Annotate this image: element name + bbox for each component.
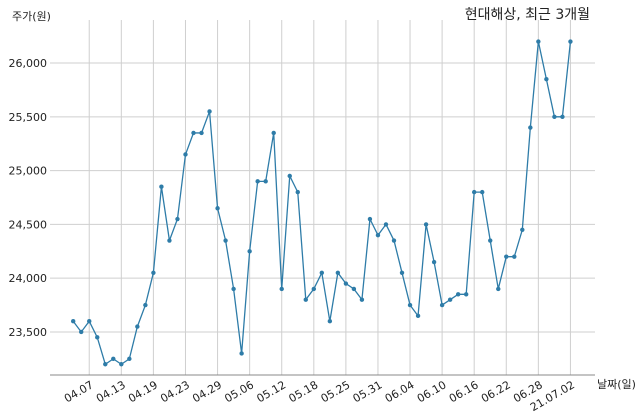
data-point bbox=[335, 270, 341, 275]
data-point bbox=[255, 179, 260, 184]
y-tick-label: 25,500 bbox=[9, 111, 48, 124]
data-point bbox=[327, 319, 333, 324]
y-axis-label: 주가(원) bbox=[12, 10, 51, 23]
data-point bbox=[247, 249, 252, 254]
data-point bbox=[87, 319, 92, 324]
data-point bbox=[431, 259, 437, 265]
data-point bbox=[343, 281, 349, 286]
x-tick-label: 04.29 bbox=[190, 378, 224, 405]
x-tick-label: 04.07 bbox=[62, 378, 96, 405]
data-point bbox=[71, 319, 76, 324]
x-tick-label: 05.18 bbox=[287, 378, 321, 405]
x-tick-label: 06.16 bbox=[447, 378, 481, 405]
data-point bbox=[568, 39, 573, 44]
chart-title: 현대해상, 최근 3개월 bbox=[465, 7, 590, 23]
x-tick-label: 04.13 bbox=[94, 378, 128, 405]
data-point bbox=[175, 216, 180, 222]
data-point bbox=[191, 130, 196, 136]
series-line bbox=[72, 41, 572, 366]
data-point bbox=[455, 292, 461, 297]
data-point bbox=[103, 362, 108, 367]
x-axis-ticks: 04.0704.1304.1904.2304.2905.0605.1205.18… bbox=[62, 378, 577, 414]
y-tick-label: 26,000 bbox=[9, 57, 48, 70]
data-point bbox=[536, 39, 541, 44]
data-point bbox=[127, 356, 132, 362]
data-point bbox=[239, 351, 244, 356]
data-point bbox=[512, 254, 517, 259]
series-points bbox=[71, 39, 573, 367]
y-tick-label: 24,500 bbox=[9, 218, 48, 231]
data-point bbox=[119, 362, 124, 367]
x-tick-label: 05.12 bbox=[254, 378, 288, 405]
x-tick-label: 05.06 bbox=[222, 378, 256, 405]
data-point bbox=[383, 222, 389, 227]
data-point bbox=[295, 189, 300, 195]
data-point bbox=[552, 114, 557, 120]
data-point bbox=[167, 238, 172, 243]
data-point bbox=[447, 297, 453, 302]
data-point bbox=[472, 189, 477, 195]
x-tick-label: 06.22 bbox=[479, 378, 513, 405]
y-tick-label: 25,000 bbox=[9, 165, 48, 178]
data-point bbox=[391, 238, 397, 243]
x-tick-label: 05.31 bbox=[351, 378, 385, 405]
data-point bbox=[143, 302, 148, 308]
data-point bbox=[423, 222, 429, 227]
y-axis-ticks: 23,500 24,000 24,500 25,000 25,500 26,000 bbox=[9, 57, 48, 339]
x-axis-label: 날짜(일) bbox=[597, 377, 636, 391]
data-point bbox=[407, 302, 413, 308]
data-point bbox=[544, 76, 549, 82]
grid bbox=[50, 20, 595, 375]
data-point bbox=[504, 254, 509, 259]
data-point bbox=[183, 152, 188, 157]
data-point bbox=[359, 297, 365, 302]
data-point bbox=[271, 130, 276, 136]
data-point bbox=[303, 297, 308, 302]
x-tick-label: 04.23 bbox=[158, 378, 192, 405]
data-point bbox=[135, 324, 140, 329]
data-point bbox=[231, 286, 236, 292]
data-point bbox=[223, 238, 228, 243]
y-tick-label: 23,500 bbox=[9, 326, 48, 339]
x-tick-label: 06.10 bbox=[415, 378, 449, 405]
data-point bbox=[263, 179, 268, 184]
data-point bbox=[528, 125, 533, 130]
x-tick-label: 06.04 bbox=[383, 378, 417, 405]
data-point bbox=[415, 313, 421, 319]
x-tick-label: 04.19 bbox=[126, 378, 160, 405]
data-point bbox=[463, 292, 469, 297]
data-point bbox=[279, 286, 284, 292]
data-point bbox=[439, 302, 445, 308]
data-point bbox=[496, 286, 501, 292]
data-point bbox=[151, 270, 156, 275]
data-point bbox=[399, 270, 405, 275]
data-point bbox=[95, 335, 100, 340]
data-point bbox=[79, 329, 84, 335]
data-point bbox=[351, 286, 357, 292]
data-point bbox=[199, 130, 204, 136]
data-point bbox=[367, 216, 373, 222]
data-point bbox=[159, 184, 164, 189]
data-point bbox=[560, 114, 565, 120]
y-tick-label: 24,000 bbox=[9, 272, 48, 285]
data-point bbox=[480, 189, 485, 195]
data-point bbox=[207, 109, 212, 114]
x-tick-label: 05.25 bbox=[319, 378, 353, 405]
data-point bbox=[311, 286, 316, 292]
data-point bbox=[111, 356, 116, 362]
data-point bbox=[488, 238, 493, 243]
data-point bbox=[319, 270, 325, 275]
data-point bbox=[520, 227, 525, 232]
data-point bbox=[215, 206, 220, 211]
data-point bbox=[287, 173, 292, 179]
data-point bbox=[375, 232, 381, 238]
